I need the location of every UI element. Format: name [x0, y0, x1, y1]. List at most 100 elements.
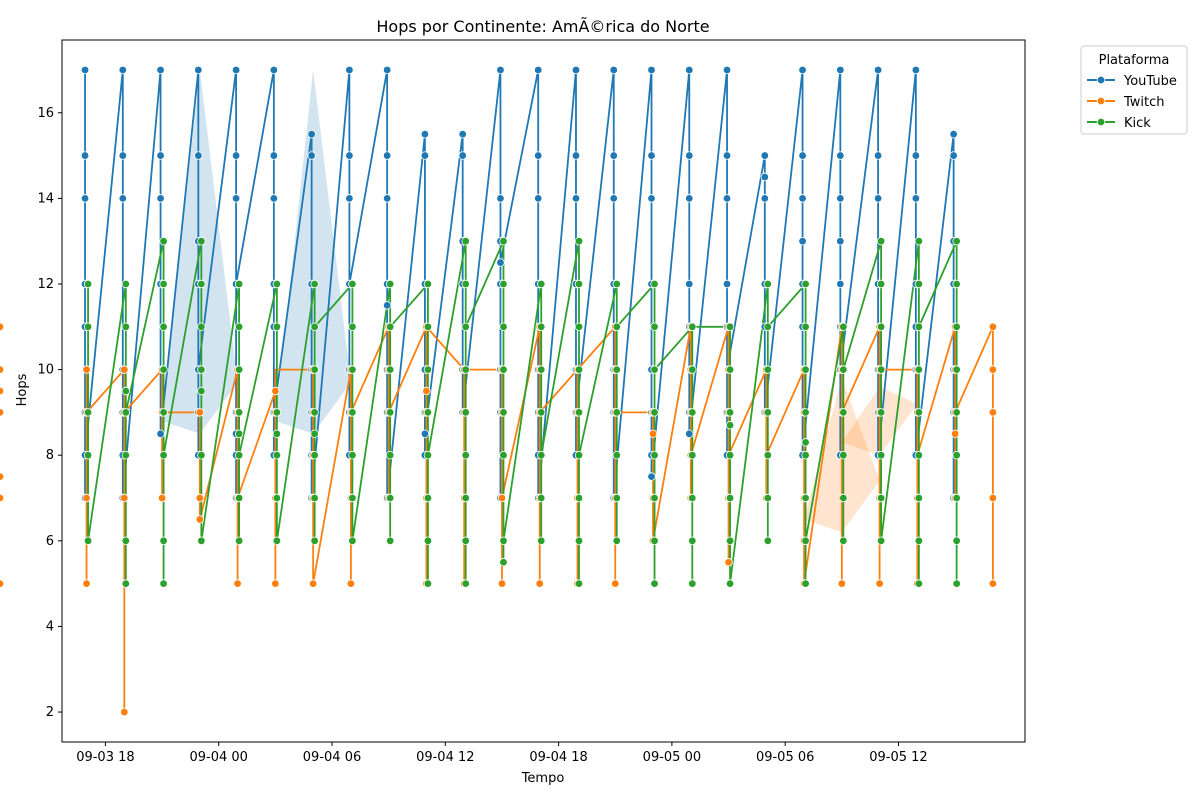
- youtube-point: [496, 65, 505, 75]
- youtube-point: [647, 194, 656, 203]
- youtube-point: [760, 151, 770, 160]
- kick-point: [197, 536, 206, 546]
- kick-point: [234, 451, 244, 460]
- y-tick-label: 12: [37, 277, 54, 292]
- twitch-point: [346, 579, 356, 588]
- twitch-point: [535, 579, 544, 588]
- twitch-point: [875, 579, 884, 588]
- kick-point: [914, 451, 924, 460]
- youtube-point: [231, 151, 241, 160]
- kick-point: [839, 322, 848, 331]
- kick-point: [612, 536, 621, 546]
- youtube-point: [798, 65, 807, 75]
- youtube-point: [458, 151, 467, 160]
- legend-kick-marker: [1096, 117, 1106, 127]
- kick-point: [83, 279, 93, 289]
- kick-point: [914, 579, 924, 588]
- y-tick-label: 4: [46, 619, 54, 634]
- kick-point: [159, 365, 168, 374]
- x-tick-label: 09-05 12: [869, 750, 927, 765]
- kick-point: [801, 279, 810, 289]
- kick-point: [688, 579, 697, 588]
- kick-point: [688, 322, 697, 331]
- youtube-point: [949, 129, 958, 139]
- youtube-point: [80, 194, 90, 203]
- x-tick-label: 09-04 06: [303, 750, 361, 765]
- youtube-point: [722, 279, 732, 289]
- twitch-point: [0, 579, 5, 588]
- youtube-point: [269, 151, 279, 160]
- kick-point: [159, 408, 168, 417]
- kick-point: [952, 408, 961, 417]
- youtube-point: [156, 429, 165, 439]
- youtube-point: [873, 151, 883, 160]
- youtube-point: [798, 194, 807, 203]
- legend-twitch-marker: [1096, 96, 1106, 106]
- kick-point: [159, 536, 168, 546]
- kick-point: [499, 558, 508, 567]
- kick-point: [650, 536, 659, 546]
- youtube-point: [685, 194, 694, 203]
- axes: 2 4 6 8 10 12 14 16 09-03 18 09-04 00 09-04 06 09-0…: [37, 39, 1026, 765]
- youtube-point: [647, 472, 656, 481]
- series-markers: [0, 65, 998, 717]
- youtube-point: [798, 236, 807, 246]
- legend: Plataforma YouTube Twitch Kick: [1080, 45, 1188, 135]
- kick-point: [725, 536, 735, 546]
- kick-point: [310, 365, 319, 374]
- kick-point: [650, 408, 659, 417]
- kick-point: [574, 236, 584, 246]
- kick-point: [121, 386, 131, 396]
- youtube-point: [911, 194, 921, 203]
- kick-point: [499, 451, 508, 460]
- twitch-point: [422, 386, 431, 396]
- y-tick-label: 14: [37, 191, 54, 206]
- youtube-point: [269, 65, 279, 75]
- kick-point: [688, 408, 697, 417]
- youtube-point: [685, 429, 694, 439]
- youtube-point: [571, 194, 581, 203]
- kick-point: [272, 493, 282, 503]
- youtube-point: [80, 151, 90, 160]
- kick-point: [612, 408, 621, 417]
- kick-point: [725, 322, 735, 331]
- youtube-point: [156, 65, 165, 75]
- twitch-point: [233, 579, 242, 588]
- kick-point: [914, 365, 924, 374]
- twitch-point: [195, 408, 205, 417]
- x-axis-label: Tempo: [521, 771, 565, 786]
- twitch-point: [120, 707, 129, 717]
- kick-point: [612, 365, 621, 374]
- kick-point: [763, 493, 773, 503]
- kick-point: [650, 279, 659, 289]
- x-tick-label: 09-05 06: [756, 750, 814, 765]
- kick-point: [801, 408, 810, 417]
- kick-point: [423, 322, 433, 331]
- kick-point: [461, 451, 470, 460]
- youtube-point: [534, 151, 543, 160]
- youtube-point: [458, 129, 467, 139]
- kick-point: [650, 322, 659, 331]
- kick-point: [574, 536, 584, 546]
- youtube-point: [382, 65, 392, 75]
- kick-point: [763, 451, 773, 460]
- youtube-point: [836, 236, 845, 246]
- kick-point: [385, 408, 395, 417]
- y-tick-label: 10: [37, 363, 54, 378]
- kick-point: [952, 536, 961, 546]
- twitch-point: [724, 558, 733, 567]
- youtube-point: [760, 172, 770, 182]
- twitch-point: [988, 322, 998, 331]
- kick-point: [763, 365, 773, 374]
- kick-point: [197, 451, 206, 460]
- kick-point: [385, 536, 395, 546]
- kick-point: [272, 279, 282, 289]
- kick-point: [121, 279, 131, 289]
- plot-frame: [61, 39, 1026, 743]
- kick-point: [348, 408, 357, 417]
- kick-point: [499, 365, 508, 374]
- youtube-point: [685, 279, 694, 289]
- kick-point: [574, 322, 584, 331]
- kick-point: [876, 493, 886, 503]
- legend-youtube-marker: [1096, 75, 1106, 85]
